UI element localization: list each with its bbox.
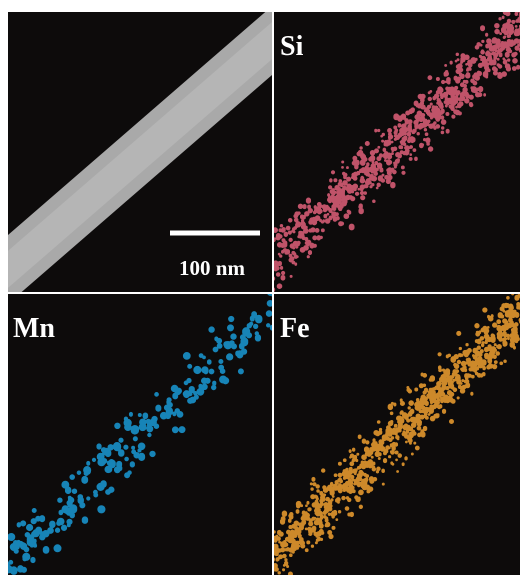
panel-label: Si (280, 31, 304, 62)
panel-label: Fe (280, 313, 310, 344)
panel-label: Mn (13, 313, 55, 344)
figure: 100 nm Si Mn Fe (0, 0, 527, 575)
scale-bar-label: 100 nm (179, 256, 245, 280)
